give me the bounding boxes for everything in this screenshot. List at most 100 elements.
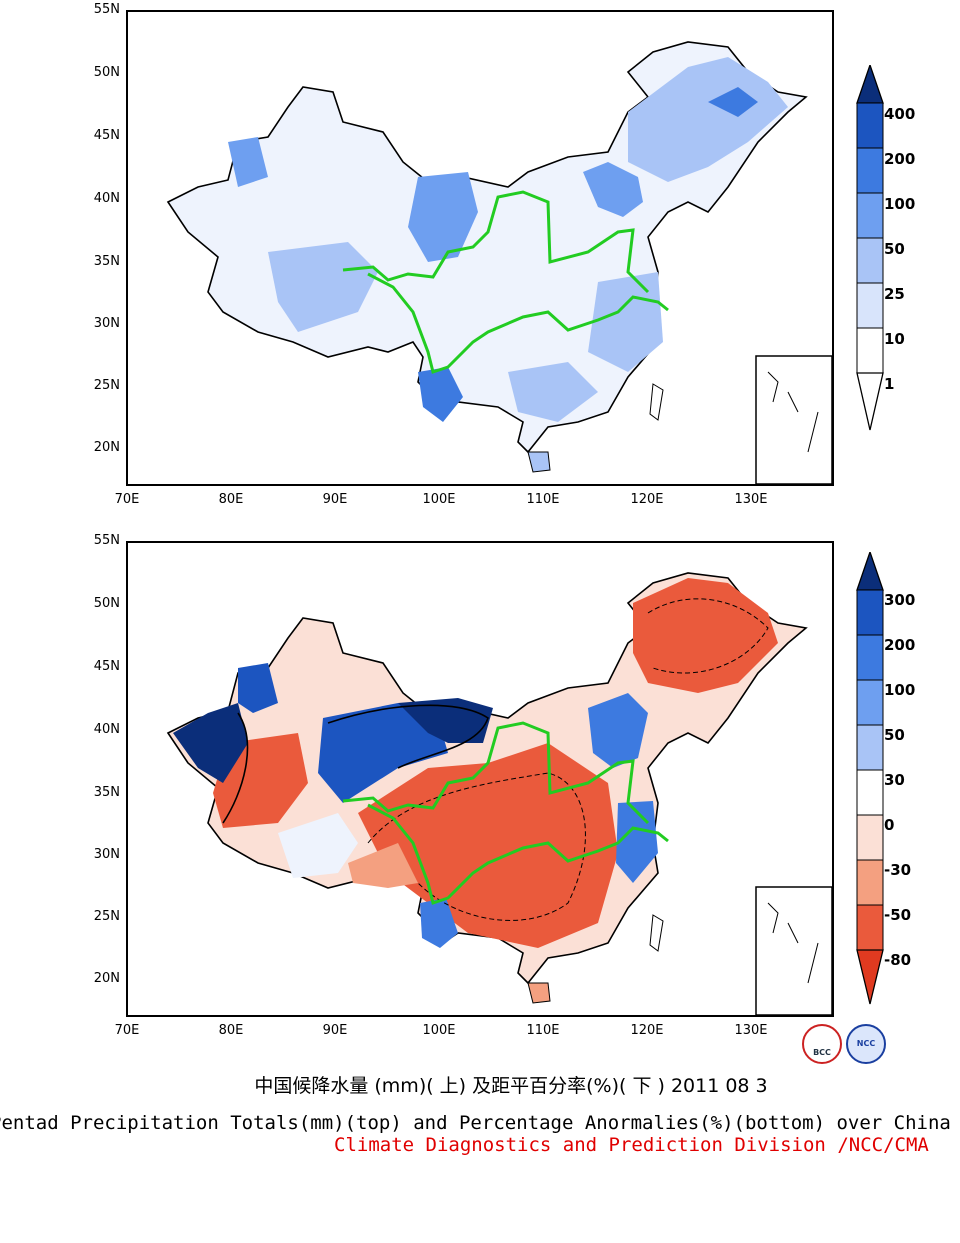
bottom-colorbar-label: 100 [884,681,916,699]
top-colorbar-label: 25 [884,285,905,303]
top-lon-label: 110E [526,492,560,507]
colorbar-swatch [856,282,884,329]
yellow-river [342,190,650,294]
bottom-colorbar-label: 30 [884,771,905,789]
top-colorbar-label: 400 [884,105,916,123]
anomaly-dry-northeast [633,578,778,693]
bottom-colorbar-label: 200 [884,636,916,654]
precip-blob-north-east [628,57,788,182]
anomaly-wet-far-west [173,703,248,783]
colorbar-swatch [856,904,884,951]
top-lat-label: 30N [93,316,120,331]
colorbar-cap-bottom [856,949,884,1005]
scs-inset-bottom [755,886,833,1016]
taiwan-island [649,914,664,952]
bottom-lon-label: 90E [322,1023,348,1038]
bottom-lon-label: 120E [630,1023,664,1038]
colorbar-swatch [856,814,884,861]
top-lon-label: 80E [218,492,244,507]
anomaly-dry-central [358,743,618,948]
ncc-logo-text: NCC [856,1039,876,1048]
chinese-title: 中国候降水量 (mm)( 上) 及距平百分率(%)( 下 ) 2011 08 3 [254,1075,768,1097]
precip-blob-far-west [228,137,268,187]
bottom-colorbar-label: 300 [884,591,916,609]
colorbar-swatch [856,327,884,374]
top-lat-label: 55N [93,2,120,17]
bottom-colorbar-label: -50 [884,906,912,924]
bottom-colorbar [856,552,884,1005]
colorbar-swatch [856,634,884,681]
ncc-logo: NCC [846,1024,886,1064]
bottom-lat-label: 55N [93,533,120,548]
anomaly-dry-southwest [348,843,418,888]
anomaly-wet-yunnan [420,898,458,948]
top-colorbar-label: 1 [884,375,895,393]
top-colorbar-label: 200 [884,150,916,168]
bottom-lon-label: 110E [526,1023,560,1038]
top-lon-label: 120E [630,492,664,507]
bottom-lat-label: 40N [93,722,120,737]
colorbar-swatch [856,192,884,239]
bottom-map-svg [166,572,833,1016]
top-colorbar-label: 100 [884,195,916,213]
bottom-lat-label: 25N [93,909,120,924]
colorbar-swatch [856,769,884,816]
top-lon-label: 130E [734,492,768,507]
english-title: Pentad Precipitation Totals(mm)(top) and… [0,1112,951,1134]
bottom-lat-label: 30N [93,847,120,862]
precip-blob-central [408,172,478,262]
bottom-lat-label: 45N [93,659,120,674]
bottom-lon-label: 70E [114,1023,140,1038]
bottom-lon-label: 80E [218,1023,244,1038]
colorbar-cap-top [856,552,884,591]
contour-line [222,712,249,824]
precip-blob-southwest [418,367,463,422]
top-lat-label: 20N [93,440,120,455]
top-colorbar [856,65,884,431]
bcc-logo-text: BCC [813,1048,831,1057]
bottom-lat-label: 20N [93,971,120,986]
colorbar-cap-top [856,65,884,104]
colorbar-cap-bottom [856,372,884,431]
bottom-colorbar-label: -30 [884,861,912,879]
top-lat-label: 35N [93,254,120,269]
hainan-island [527,982,551,1004]
contour-line [647,598,769,674]
anomaly-wet-north-china [588,693,648,768]
yangtze-river [367,272,669,374]
bcc-logo: BCC [802,1024,842,1064]
top-lat-label: 25N [93,378,120,393]
taiwan-island [649,383,664,421]
precip-blob-north-china [583,162,643,217]
precip-blob-east-coast [588,272,663,372]
bottom-lat-label: 50N [93,596,120,611]
top-lon-label: 70E [114,492,140,507]
anomaly-wet-tianshan [238,663,278,713]
hainan-island [527,451,551,473]
top-map-frame [126,10,834,486]
bottom-colorbar-label: 50 [884,726,905,744]
credit-line: Climate Diagnostics and Prediction Divis… [334,1134,929,1156]
precip-blob-west [268,242,378,332]
colorbar-swatch [856,147,884,194]
yellow-river [342,721,650,825]
top-lat-label: 45N [93,128,120,143]
top-lon-label: 90E [322,492,348,507]
colorbar-swatch [856,237,884,284]
yangtze-river [367,803,669,905]
bottom-lat-label: 35N [93,785,120,800]
top-map-svg [166,41,833,485]
top-lat-label: 40N [93,191,120,206]
bottom-colorbar-label: 0 [884,816,895,834]
precip-blob-ne-heavy [708,87,758,117]
anomaly-wet-qaidam [318,703,448,803]
top-colorbar-label: 50 [884,240,905,258]
bottom-lon-label: 100E [422,1023,456,1038]
colorbar-swatch [856,724,884,771]
top-colorbar-label: 10 [884,330,905,348]
contour-line [327,704,489,769]
colorbar-swatch [856,102,884,149]
top-lat-label: 50N [93,65,120,80]
bottom-map-frame [126,541,834,1017]
precip-blob-south [508,362,598,422]
